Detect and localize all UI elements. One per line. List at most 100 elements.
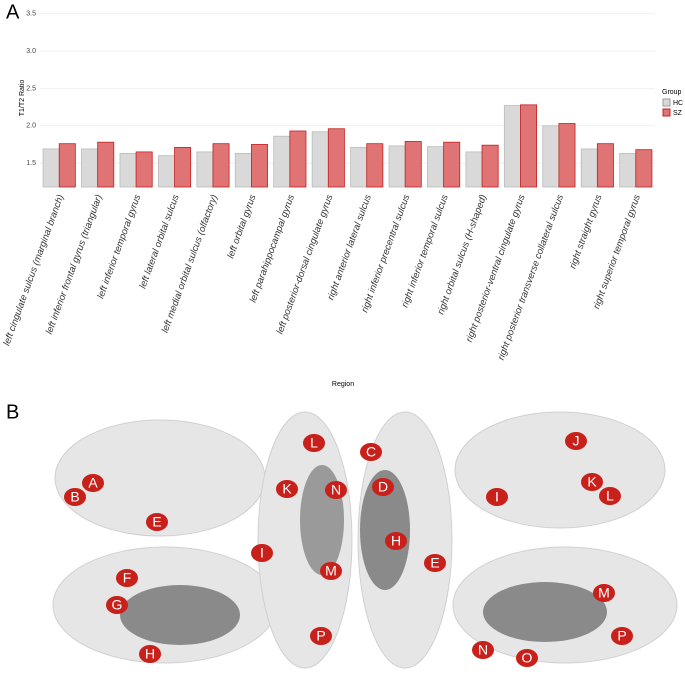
brain-region xyxy=(360,443,382,461)
bar xyxy=(251,144,268,188)
y-tick-label: 2.0 xyxy=(26,123,36,130)
bar xyxy=(388,145,406,188)
brain-label: F xyxy=(123,570,132,586)
brain-core xyxy=(120,585,240,645)
brain-label: P xyxy=(617,628,626,644)
bar xyxy=(97,141,115,188)
brain-region xyxy=(64,488,86,506)
panel-label: B xyxy=(6,401,19,423)
brain-region xyxy=(385,532,407,550)
bar xyxy=(135,151,153,188)
bar xyxy=(174,147,192,188)
y-tick-label: 2.5 xyxy=(26,85,36,92)
bar xyxy=(481,144,499,188)
brain-label: N xyxy=(478,642,488,658)
brain-region xyxy=(116,569,138,587)
brain-region xyxy=(516,649,538,667)
brain-region xyxy=(82,474,104,492)
legend-swatch xyxy=(662,98,671,107)
brain-core xyxy=(360,470,410,590)
brain-label: I xyxy=(260,545,264,561)
brain-region xyxy=(146,513,168,531)
brain-region xyxy=(472,641,494,659)
brain-label: O xyxy=(522,650,533,666)
bar xyxy=(596,143,614,188)
brain-label: G xyxy=(112,597,123,613)
bar xyxy=(119,152,137,188)
brain-region xyxy=(303,434,325,452)
brain-lateral-right xyxy=(454,411,666,529)
bar xyxy=(443,141,461,188)
legend-label: SZ xyxy=(673,110,683,117)
brain-label: L xyxy=(310,435,318,451)
bar xyxy=(520,104,538,188)
bar xyxy=(212,143,230,188)
x-tick-label: right straight gyrus xyxy=(567,193,604,270)
brain-region xyxy=(424,554,446,572)
bar xyxy=(58,143,76,188)
brain-label: P xyxy=(316,628,325,644)
bar xyxy=(558,123,576,188)
brain-label: N xyxy=(331,482,341,498)
brain-region xyxy=(593,584,615,602)
brain-region xyxy=(139,645,161,663)
brain-label: J xyxy=(573,433,580,449)
x-axis-title: Region xyxy=(332,381,354,388)
bar xyxy=(542,125,560,188)
legend-label: HC xyxy=(673,100,683,107)
bar xyxy=(635,149,653,188)
brain-region xyxy=(276,480,298,498)
brain-region xyxy=(310,627,332,645)
brain-label: K xyxy=(282,481,292,497)
bar xyxy=(465,151,483,188)
bar xyxy=(366,143,384,188)
brain-label: C xyxy=(366,444,376,460)
x-tick-label: left parahippocampal gyrus xyxy=(248,193,297,304)
bar xyxy=(157,155,175,188)
brain-label: M xyxy=(325,563,337,579)
bar xyxy=(580,148,598,188)
brain-region xyxy=(251,544,273,562)
brain-label: A xyxy=(88,475,98,491)
brain-region xyxy=(565,432,587,450)
bar xyxy=(350,147,368,188)
bar xyxy=(311,131,329,188)
brain-region xyxy=(486,488,508,506)
bar xyxy=(234,152,252,188)
brain-region xyxy=(611,627,633,645)
brain-region xyxy=(372,478,394,496)
brain-label: K xyxy=(587,474,597,490)
panel-label: A xyxy=(6,1,20,23)
brain-label: H xyxy=(391,533,401,549)
y-tick-label: 3.5 xyxy=(26,11,36,18)
bar xyxy=(404,141,422,188)
brain-region xyxy=(106,596,128,614)
brain-label: M xyxy=(598,585,610,601)
y-axis-title: T1/T2 Ratio xyxy=(19,80,26,117)
y-tick-label: 3.0 xyxy=(26,48,36,55)
brain-region xyxy=(599,487,621,505)
x-tick-label: left lateral orbital sulcus xyxy=(137,193,181,290)
brain-region xyxy=(320,562,342,580)
bar xyxy=(196,151,214,188)
legend-title: Group xyxy=(662,89,682,96)
bar xyxy=(81,148,99,188)
brain-core xyxy=(483,582,607,642)
brain-label: L xyxy=(606,488,614,504)
bar xyxy=(289,130,307,188)
x-tick-label: left orbital gyrus xyxy=(225,193,258,260)
x-tick-label: right posterior transverse collateral su… xyxy=(496,193,566,362)
brain-label: E xyxy=(152,514,161,530)
bar xyxy=(327,128,345,188)
brain-label: B xyxy=(70,489,79,505)
y-tick-label: 1.5 xyxy=(26,160,36,167)
brain-label: D xyxy=(378,479,388,495)
bar xyxy=(619,152,637,188)
brain-region xyxy=(581,473,603,491)
legend-swatch xyxy=(662,108,671,117)
brain-label: E xyxy=(430,555,439,571)
bar xyxy=(42,148,60,188)
bar xyxy=(273,135,291,188)
brain-label: I xyxy=(495,489,499,505)
